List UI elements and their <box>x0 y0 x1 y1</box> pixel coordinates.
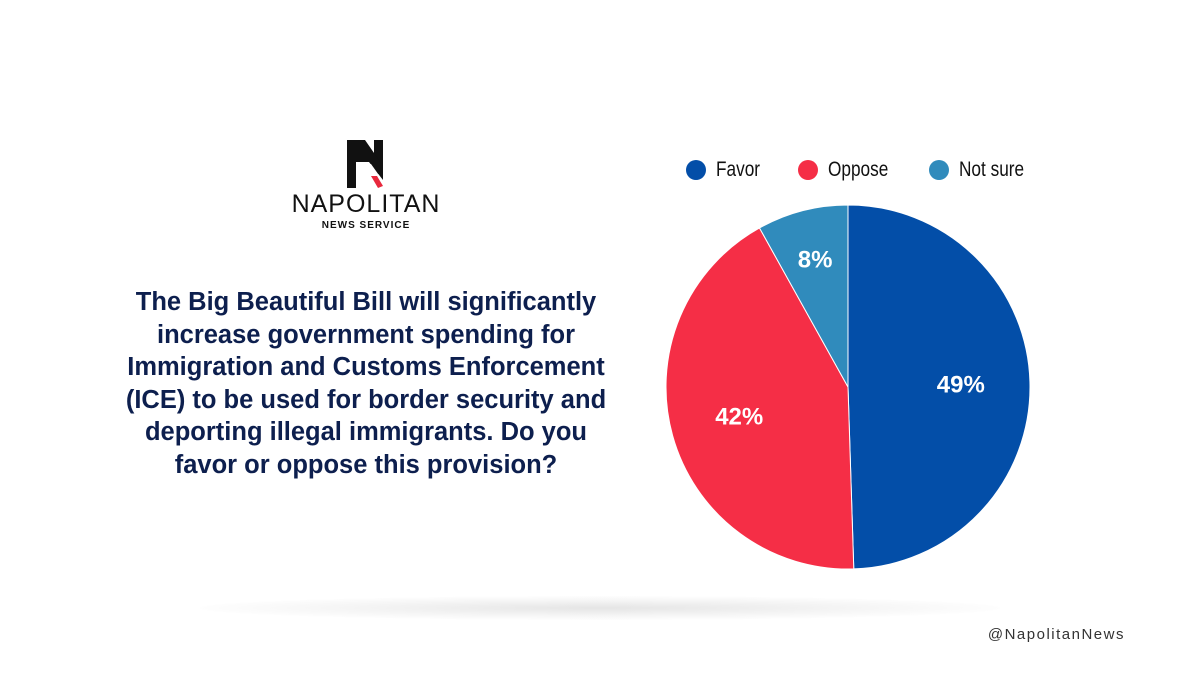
poll-question: The Big Beautiful Bill will significantl… <box>125 288 607 479</box>
legend-swatch-favor <box>686 160 706 180</box>
chart-legend: Favor Oppose Not sure <box>686 156 1067 184</box>
pie-slice-not-sure <box>758 204 849 389</box>
pie-chart: 49% 42% 8% <box>665 204 1031 570</box>
legend-swatch-oppose <box>797 160 818 180</box>
brand-subtitle: NEWS SERVICE <box>321 220 411 231</box>
legend-swatch-not-sure <box>929 160 950 180</box>
legend-label-oppose: Oppose <box>827 158 889 181</box>
napolitan-logo: NAPOLITAN NEWS SERVICE <box>285 136 447 236</box>
data-label-oppose: 42% <box>715 404 763 431</box>
legend-item-oppose: Oppose <box>797 158 902 182</box>
brand-name: NAPOLITAN <box>291 190 441 218</box>
napolitan-n-logo-icon <box>347 140 383 188</box>
social-handle: @NapolitanNews <box>987 626 1125 643</box>
data-label-not-sure: 8% <box>798 247 833 274</box>
legend-label-favor: Favor <box>716 158 761 181</box>
card-shadow <box>200 596 1000 620</box>
data-label-favor: 49% <box>937 372 985 399</box>
legend-label-not-sure: Not sure <box>959 158 1025 181</box>
legend-item-not-sure: Not sure <box>929 158 1038 182</box>
legend-item-favor: Favor <box>686 158 770 182</box>
pie-slice-favor <box>847 204 1031 570</box>
